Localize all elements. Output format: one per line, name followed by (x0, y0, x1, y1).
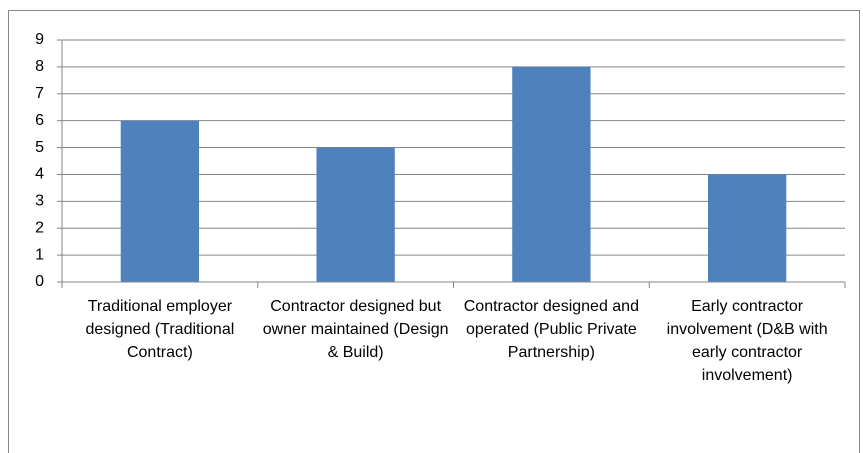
bar (512, 66, 591, 282)
y-tick-label: 4 (35, 166, 44, 183)
bar (707, 174, 787, 282)
y-tick-label: 1 (35, 246, 44, 263)
y-tick-label: 5 (35, 139, 44, 156)
x-tick-label: Contractor designed but owner maintained… (262, 298, 449, 361)
y-tick-label: 3 (35, 193, 44, 210)
y-tick-label: 9 (35, 31, 44, 48)
chart-border (8, 10, 860, 453)
y-tick-label: 8 (35, 58, 44, 75)
x-tick-label: Contractor designed and operated (Public… (463, 298, 639, 361)
x-tick-label: Traditional employer designed (Tradition… (85, 298, 235, 361)
y-tick-label: 2 (35, 219, 44, 236)
y-tick-label: 7 (35, 85, 44, 102)
y-tick-label: 0 (35, 273, 44, 290)
y-tick-label: 6 (35, 112, 44, 129)
x-tick-label: Early contractor involvement (D&B with e… (666, 298, 828, 384)
bar (120, 120, 200, 283)
bar (316, 147, 395, 282)
